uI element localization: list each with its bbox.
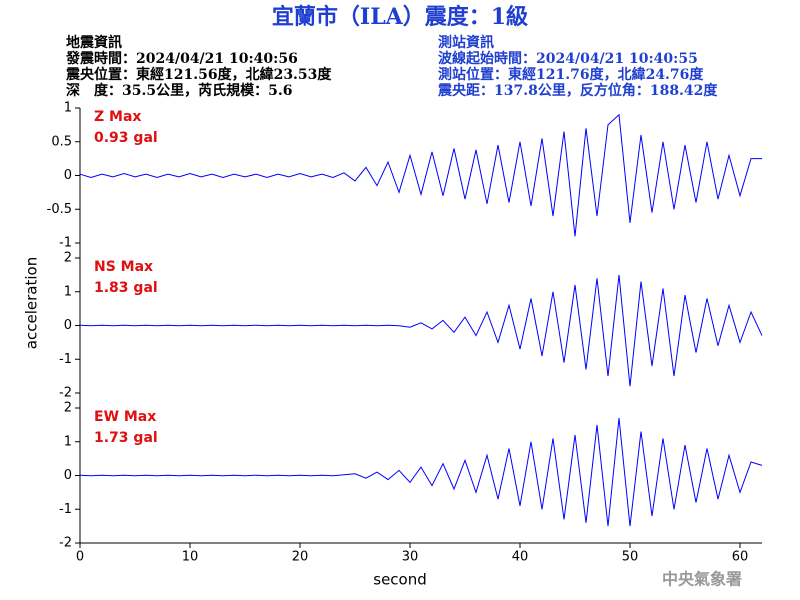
x-tick-label: 50 (622, 550, 639, 565)
y-tick-label: -1 (59, 502, 72, 517)
y-tick-label: 0 (64, 468, 72, 483)
max-annotation: NS Max (94, 259, 153, 275)
y-tick-label: -2 (59, 386, 72, 401)
y-tick-label: 1 (64, 284, 72, 299)
max-annotation: Z Max (94, 109, 141, 125)
y-tick-label: -1 (59, 236, 72, 251)
y-tick-label: 2 (64, 401, 72, 416)
y-tick-label: 2 (64, 251, 72, 266)
y-tick-label: 0.5 (51, 134, 72, 149)
station-info: 波線起始時間：2024/04/21 10:40:55 (438, 50, 698, 67)
y-tick-label: 0 (64, 168, 72, 183)
station-info: 測站資訊 (438, 34, 494, 51)
x-tick-label: 10 (182, 550, 199, 565)
y-tick-label: 1 (64, 434, 72, 449)
y-tick-label: -0.5 (47, 202, 72, 217)
max-annotation: 0.93 gal (94, 130, 158, 146)
x-axis-label: second (373, 571, 427, 589)
max-annotation: 1.83 gal (94, 280, 158, 296)
event-info: 震央位置：東經121.56度，北緯23.53度 (65, 66, 332, 83)
x-tick-label: 40 (512, 550, 529, 565)
x-tick-label: 20 (292, 550, 309, 565)
station-info: 測站位置：東經121.76度，北緯24.76度 (438, 66, 704, 83)
y-tick-label: 1 (64, 101, 72, 116)
max-annotation: 1.73 gal (94, 430, 158, 446)
credit: 中央氣象署 (662, 570, 742, 589)
y-tick-label: -2 (59, 536, 72, 551)
x-tick-label: 0 (76, 550, 84, 565)
y-axis-label: acceleration (23, 257, 41, 349)
title: 宜蘭市（ILA）震度：1級 (272, 4, 528, 30)
y-tick-label: -1 (59, 352, 72, 367)
waveform (79, 418, 763, 527)
event-info: 發震時間：2024/04/21 10:40:56 (65, 50, 298, 67)
max-annotation: EW Max (94, 409, 156, 425)
waveform (79, 113, 762, 237)
station-info: 震央距：137.8公里，反方位角：188.42度 (437, 82, 718, 99)
event-info: 深 度：35.5公里，芮氏規模：5.6 (66, 82, 292, 99)
y-tick-label: 0 (64, 318, 72, 333)
event-info: 地震資訊 (66, 34, 122, 51)
x-tick-label: 60 (732, 550, 749, 565)
waveform (79, 274, 763, 387)
x-tick-label: 30 (402, 550, 419, 565)
